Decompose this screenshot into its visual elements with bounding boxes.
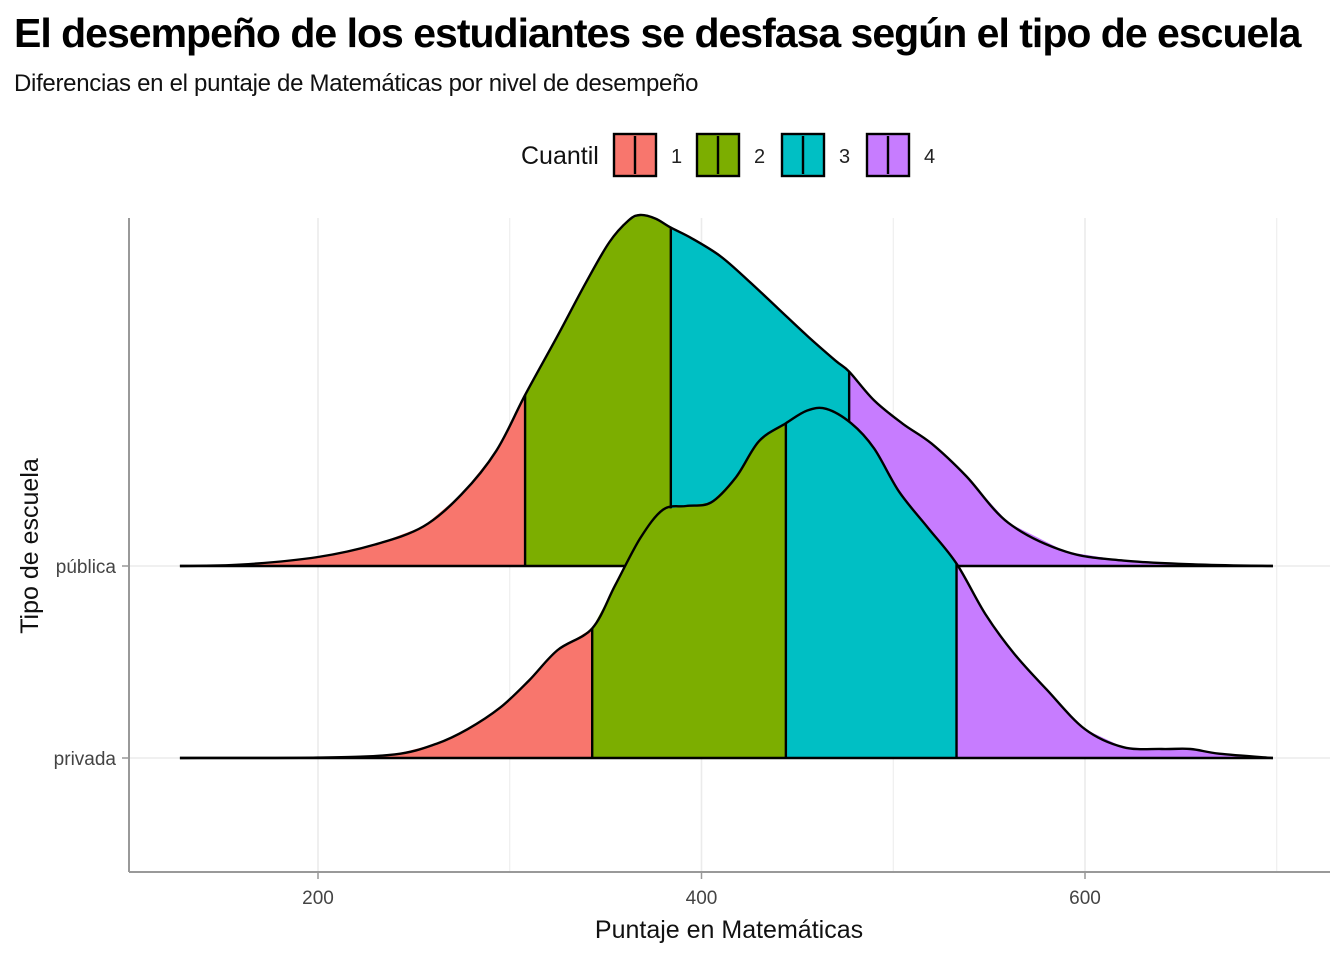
quantile-2-area xyxy=(592,423,786,758)
chart-subtitle: Diferencias en el puntaje de Matemáticas… xyxy=(14,70,699,97)
quantile-1-area xyxy=(179,395,526,566)
density-ridges xyxy=(179,213,1273,760)
legend-title: Cuantil xyxy=(521,142,599,170)
density-outline xyxy=(179,213,1273,568)
legend-label: 4 xyxy=(924,146,935,168)
ridge-privada xyxy=(179,406,1273,760)
y-tick-label: pública xyxy=(56,557,117,578)
quantile-1-area xyxy=(179,628,593,758)
legend: Cuantil 1 2 3 4 xyxy=(521,132,935,178)
quantile-4-area xyxy=(849,371,1273,566)
density-outline xyxy=(179,406,1273,760)
legend-item-2: 2 xyxy=(695,132,765,178)
legend-item-4: 4 xyxy=(865,132,935,178)
x-tick-label: 600 xyxy=(1069,888,1101,909)
y-axis-title: Tipo de escuela xyxy=(16,458,44,634)
x-tick-label: 400 xyxy=(686,888,718,909)
legend-item-1: 1 xyxy=(612,132,682,178)
legend-label: 2 xyxy=(754,146,765,168)
x-axis-title: Puntaje en Matemáticas xyxy=(595,916,863,944)
legend-label: 1 xyxy=(671,146,682,168)
chart-title: El desempeño de los estudiantes se desfa… xyxy=(14,10,1301,56)
legend-item-3: 3 xyxy=(780,132,850,178)
quantile-4-area xyxy=(956,563,1273,758)
x-tick-label: 200 xyxy=(302,888,334,909)
quantile-2-area xyxy=(525,215,671,566)
quantile-3-area xyxy=(785,408,957,758)
y-tick-label: privada xyxy=(54,749,117,770)
axes: 200 400 600 privada pública xyxy=(54,218,1330,909)
legend-label: 3 xyxy=(839,146,850,168)
